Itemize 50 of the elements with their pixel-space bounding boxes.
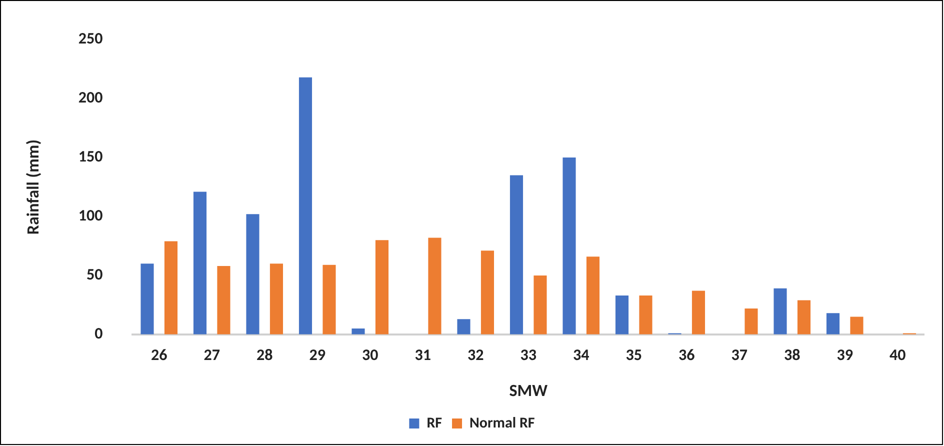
bar (744, 308, 758, 334)
bar (797, 300, 811, 334)
y-tick-label: 150 (78, 148, 103, 167)
bar (774, 288, 787, 334)
bar (375, 240, 389, 334)
bar (562, 158, 576, 334)
bar (826, 313, 840, 334)
y-tick-label: 50 (86, 265, 103, 284)
x-tick-label: 32 (468, 346, 484, 365)
bar (270, 264, 284, 334)
bar (217, 266, 230, 334)
x-tick-label: 37 (731, 346, 748, 365)
bar (193, 192, 207, 334)
x-tick-label: 26 (150, 346, 168, 365)
bar (352, 328, 365, 334)
bar (586, 256, 600, 334)
bar (298, 77, 312, 334)
x-axis-title: SMW (509, 380, 548, 402)
bar (246, 214, 260, 334)
bar (534, 275, 547, 334)
legend-label: RF (426, 414, 442, 432)
legend-label: Normal RF (470, 414, 535, 432)
y-tick-label: 200 (78, 88, 103, 108)
bar (164, 241, 178, 334)
x-tick-label: 36 (678, 346, 695, 365)
bar (428, 238, 442, 334)
x-tick-label: 34 (573, 346, 590, 365)
x-tick-label: 27 (204, 346, 220, 365)
bar (457, 319, 470, 334)
x-tick-label: 31 (414, 346, 431, 365)
bar (480, 250, 494, 334)
bar (692, 290, 706, 334)
bar (639, 295, 652, 334)
y-tick-label: 100 (78, 206, 103, 226)
bar (140, 264, 154, 334)
x-tick-label: 39 (836, 346, 853, 365)
x-tick-label: 35 (626, 346, 642, 365)
bar (510, 175, 524, 334)
x-tick-label: 28 (256, 346, 273, 365)
x-tick-label: 30 (362, 346, 378, 365)
bar (615, 295, 629, 334)
y-tick-label: 250 (78, 30, 103, 49)
bar (850, 316, 864, 334)
x-tick-label: 33 (520, 346, 536, 365)
bar (322, 264, 336, 334)
y-tick-label: 0 (94, 324, 103, 344)
x-tick-label: 40 (890, 346, 906, 365)
x-tick-label: 29 (309, 346, 326, 365)
x-tick-label: 38 (784, 346, 800, 365)
y-axis-title: Rainfall (mm) (22, 139, 44, 235)
